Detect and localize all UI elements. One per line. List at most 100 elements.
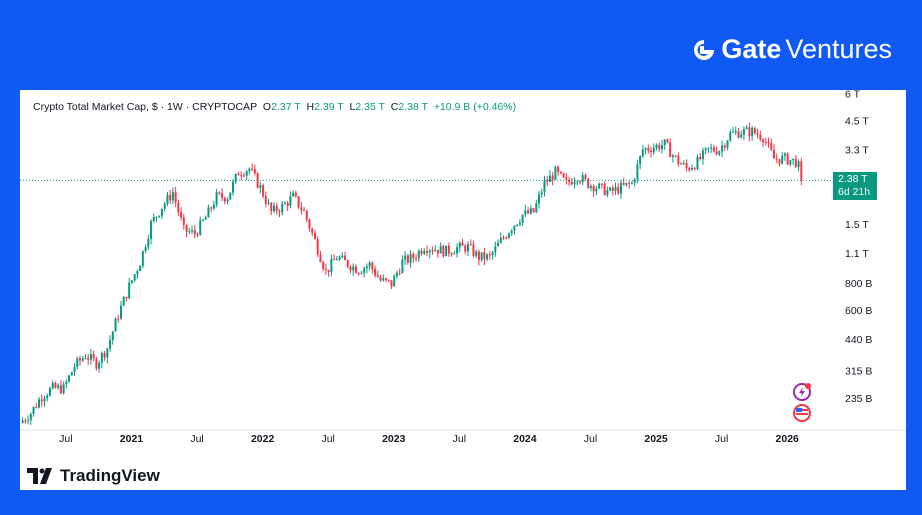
tradingview-logo-icon [27,468,52,484]
candle-body [456,247,459,254]
candle-body [775,158,778,160]
candle-body [682,163,685,165]
candle-body [212,205,215,209]
candle-body [333,259,336,261]
candle-body [417,250,420,259]
candle-body [245,171,248,176]
candle-body [166,194,169,204]
us-flag-event-icon[interactable] [793,404,811,422]
x-tick-label: Jul [715,433,728,445]
candle-body [313,232,316,240]
candle-body [40,399,43,402]
candle-body [136,271,139,275]
candle-body [404,255,407,260]
candle-body [606,190,609,195]
candle-body [655,144,658,148]
gate-logo-icon [694,39,715,60]
candle-body [447,245,450,254]
candle-body [188,231,191,233]
x-tick-label: 2026 [776,433,800,445]
candle-body [415,258,418,260]
candle-body [428,250,431,253]
candle-body [251,168,254,170]
candle-body [781,155,784,164]
candle-body [540,192,543,195]
candle-body [753,128,756,134]
candle-body [751,128,754,137]
candle-body [150,221,153,239]
y-tick-label: 600 B [845,305,872,317]
y-tick-label: 6 T [845,90,861,101]
candle-body [229,192,232,200]
candle-body [543,180,546,193]
candle-body [789,160,792,165]
price-chart[interactable]: 6 T 4.5 T 3.3 T 1.5 T 1.1 T 800 B 600 B 440 B 31… [20,90,906,490]
candle-body [62,384,65,394]
candle-body [218,192,221,194]
candle-body [445,245,448,257]
lightning-event-icon[interactable] [793,383,811,401]
candle-body [598,183,601,189]
high-value: 2.39 T [314,101,344,113]
candle-body [704,148,707,151]
candle-body [434,249,437,252]
candle-body [573,181,576,185]
chart-legend: Crypto Total Market Cap, $ · 1W · CRYPTO… [33,101,516,113]
candle-body [368,262,371,267]
tradingview-logo[interactable]: TradingView [27,466,160,486]
chart-panel: 6 T 4.5 T 3.3 T 1.5 T 1.1 T 800 B 600 B 440 B 31… [20,90,906,490]
candle-body [308,219,311,229]
candle-body [524,210,527,215]
candle-body [609,187,612,191]
candle-body [27,420,30,422]
candle-body [497,242,500,247]
candle-body [363,268,366,273]
candle-body [286,202,289,206]
candle-body [199,220,202,235]
candle-body [139,266,142,272]
candle-body [409,253,412,263]
candle-body [469,244,472,246]
candle-body [327,269,330,272]
candle-body [581,175,584,183]
candle-body [264,196,267,204]
y-tick-label: 315 B [845,365,872,377]
candle-body [147,238,150,248]
candle-body [160,208,163,216]
x-tick-label: 2025 [644,433,668,445]
candle-body [425,251,428,253]
candle-body [289,196,292,206]
candle-body [35,406,38,408]
candle-body [559,171,562,174]
candle-body [70,372,73,376]
x-tick-label: 2024 [513,433,537,445]
candle-body [477,251,480,261]
candle-body [393,275,396,287]
candle-body [527,210,530,214]
candle-body [390,280,393,287]
candle-body [516,224,519,226]
candle-body [614,187,617,191]
candle-body [734,131,737,133]
candle-body [439,245,442,254]
candle-body [458,242,461,248]
candle-body [294,192,297,197]
candle-body [43,398,46,402]
candle-body [644,148,647,150]
candle-body [420,250,423,254]
candle-body [464,245,467,252]
candle-body [423,251,426,254]
candle-body [658,144,661,150]
candle-body [152,217,155,222]
candle-body [155,216,158,218]
candle-body [521,214,524,223]
candle-body [431,250,434,252]
candle-body [73,366,76,373]
candle-body [354,266,357,273]
brand-name-bold: Gate [721,34,782,64]
candle-body [144,247,147,251]
candle-body [499,237,502,243]
candle-body [701,150,704,160]
candle-body [557,166,560,172]
candle-body [335,259,338,261]
